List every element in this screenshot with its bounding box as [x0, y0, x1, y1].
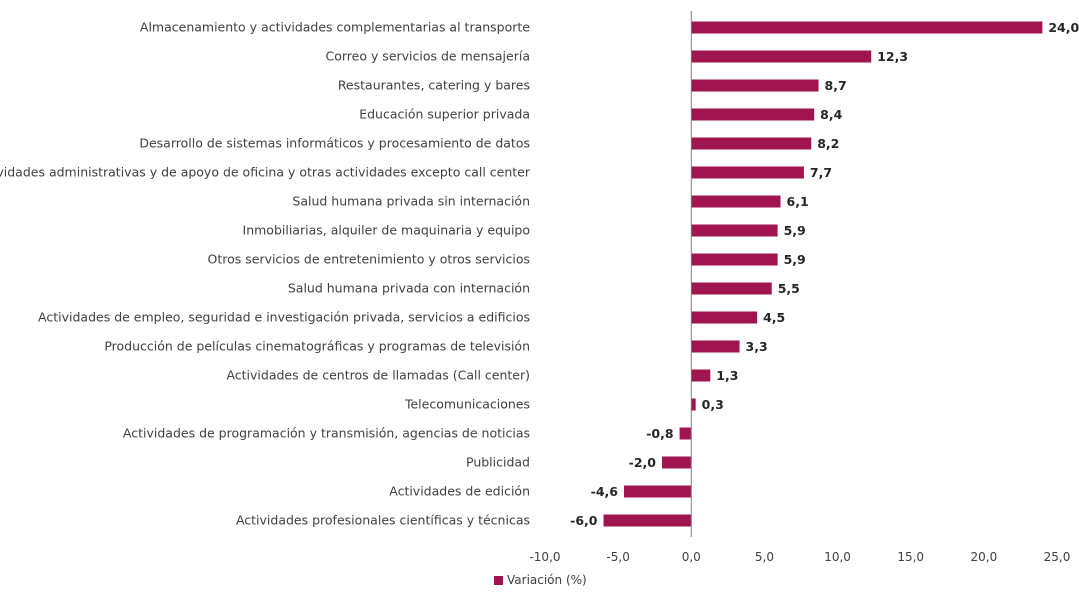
data-label: 5,9 [784, 223, 806, 238]
data-label: 5,5 [778, 281, 800, 296]
bars [603, 21, 1043, 527]
value-labels: 24,0 12,3 8,7 8,4 8,2 7,76,1 5,9 5,9 5,5 4,5 3,3 1,… [570, 20, 1079, 528]
category-label: Salud humana privada con internación [288, 281, 530, 296]
bar [691, 282, 772, 295]
data-label: 0,3 [702, 397, 724, 412]
category-label: Salud humana privada sin internación [292, 194, 530, 209]
data-label: 8,7 [825, 78, 847, 93]
data-label: 3,3 [746, 339, 768, 354]
data-label: 8,2 [817, 136, 839, 151]
bar [691, 253, 778, 266]
data-label: 7,7 [810, 165, 832, 180]
category-label: Actividades de centros de llamadas (Call… [226, 368, 530, 383]
x-tick-label: 25,0 [1044, 550, 1071, 564]
bar [691, 340, 740, 353]
x-tick-label: 15,0 [897, 550, 924, 564]
bar [691, 224, 778, 237]
x-tick-label: -10,0 [529, 550, 560, 564]
x-tick-label: -5,0 [606, 550, 629, 564]
data-label: -0,8 [646, 426, 673, 441]
data-label: 4,5 [763, 310, 785, 325]
bar [691, 108, 815, 121]
legend-swatch [494, 575, 503, 585]
category-label: Educación superior privada [359, 107, 530, 122]
category-label: Actividades profesionales científicas y … [236, 513, 530, 528]
category-label: Correo y servicios de mensajería [325, 49, 530, 64]
category-label: Actividades administrativas y de apoyo d… [0, 165, 531, 180]
data-label: 24,0 [1048, 20, 1079, 35]
x-tick-label: 20,0 [970, 550, 997, 564]
bar [691, 21, 1043, 34]
category-label: Almacenamiento y actividades complementa… [140, 20, 530, 35]
bar [691, 79, 819, 92]
category-label: Publicidad [466, 455, 530, 470]
bar [603, 514, 692, 527]
bar [691, 50, 872, 63]
legend-label: Variación (%) [507, 573, 587, 587]
data-label: 1,3 [716, 368, 738, 383]
category-label: Restaurantes, catering y bares [338, 78, 530, 93]
bar [662, 456, 692, 469]
category-labels: Almacenamiento y actividades complementa… [0, 20, 531, 528]
bar [691, 311, 758, 324]
data-label: 5,9 [784, 252, 806, 267]
x-axis-tick-labels: -10,0 -5,0 0,0 5,0 10,0 15,0 20,0 25,0 [529, 550, 1070, 564]
category-label: Telecomunicaciones [404, 397, 530, 412]
bar [691, 166, 804, 179]
x-tick-label: 0,0 [682, 550, 701, 564]
category-label: Actividades de edición [389, 484, 530, 499]
x-tick-label: 5,0 [755, 550, 774, 564]
legend: Variación (%) [494, 573, 587, 587]
data-label: 8,4 [820, 107, 842, 122]
bar [623, 485, 692, 498]
bar [691, 137, 812, 150]
category-label: Desarrollo de sistemas informáticos y pr… [139, 136, 530, 151]
category-label: Inmobiliarias, alquiler de maquinaria y … [243, 223, 530, 238]
category-label: Actividades de programación y transmisió… [123, 426, 530, 441]
data-label: -4,6 [591, 484, 619, 499]
category-label: Actividades de empleo, seguridad e inves… [38, 310, 530, 325]
category-label: Producción de películas cinematográficas… [104, 339, 530, 354]
bar [691, 195, 781, 208]
category-label: Otros servicios de entretenimiento y otr… [207, 252, 530, 267]
data-label: -2,0 [629, 455, 657, 470]
bar [679, 427, 692, 440]
data-label: 6,1 [787, 194, 809, 209]
bar [691, 398, 696, 411]
x-tick-label: 10,0 [824, 550, 851, 564]
data-label: -6,0 [570, 513, 598, 528]
data-label: 12,3 [877, 49, 908, 64]
bar [691, 369, 711, 382]
